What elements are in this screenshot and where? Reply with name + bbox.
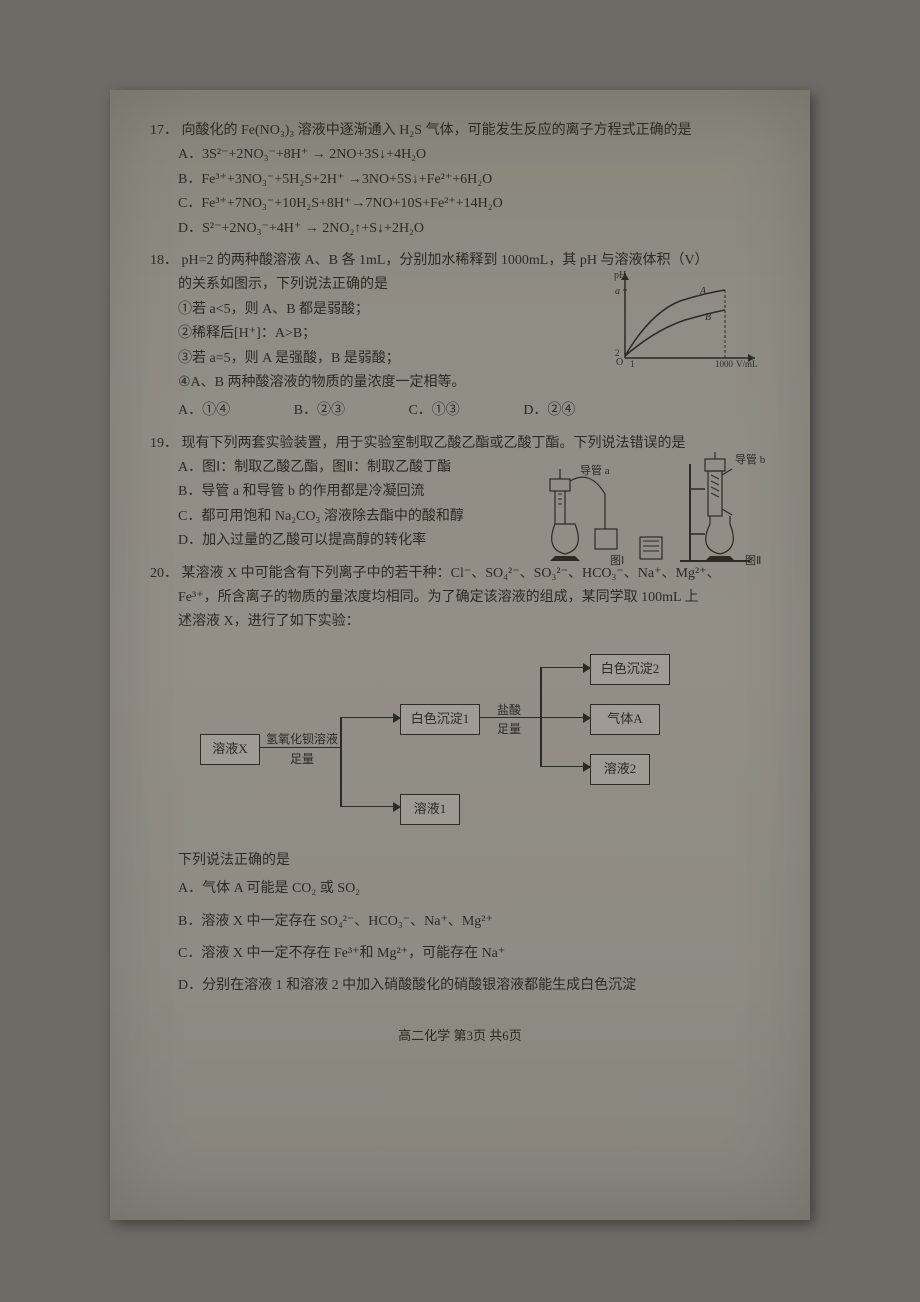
edge-x-label-bot: 足量	[262, 750, 342, 769]
q19-opt-c: C．都可用饱和 Na₂CO₃ 溶液除去酯中的酸和醇	[150, 506, 538, 528]
q20-opt-d: D．分别在溶液 1 和溶液 2 中加入硝酸酸化的硝酸银溶液都能生成白色沉淀	[150, 975, 770, 997]
edge-to-gas	[540, 717, 585, 719]
q20-opt-c: C．溶液 X 中一定不存在 Fe³⁺和 Mg²⁺，可能存在 Na⁺	[150, 943, 770, 965]
q20-opt-a: A．气体 A 可能是 CO₂ 或 SO₂	[150, 878, 770, 900]
q18-number: 18．	[150, 250, 178, 272]
edge-x-label-top: 氢氧化钡溶液	[262, 730, 342, 749]
node-precipitate-2: 白色沉淀2	[590, 654, 670, 685]
q20-opt-b: B．溶液 X 中一定存在 SO₄²⁻、HCO₃⁻、Na⁺、Mg²⁺	[150, 911, 770, 933]
node-solution-x: 溶液X	[200, 734, 260, 765]
arrow-to-s1	[393, 802, 401, 812]
edge-p1-label-top: 盐酸	[484, 701, 534, 720]
q19-number: 19．	[150, 433, 178, 455]
curve-a-label: A	[699, 286, 707, 297]
curve-b-label: B	[705, 312, 711, 323]
edge-p1-label-bot: 足量	[484, 720, 534, 739]
q19-opt-a: A．图Ⅰ：制取乙酸乙酯，图Ⅱ：制取乙酸丁酯	[150, 457, 538, 479]
q18-opt-c: C．①③	[408, 400, 459, 422]
q18-opt-d: D．②④	[523, 400, 575, 422]
edge-to-p1	[340, 717, 395, 719]
x-tick-1000: 1000	[715, 359, 734, 368]
tube-a-label: 导管 a	[580, 463, 610, 477]
exam-page: 17． 向酸化的 Fe(NO₃)₃ 溶液中逐渐通入 H₂S 气体，可能发生反应的…	[110, 90, 810, 1220]
y-axis-label: pH	[614, 270, 626, 281]
node-solution-1: 溶液1	[400, 794, 460, 825]
node-gas-a: 气体A	[590, 704, 660, 735]
detail-icon	[640, 537, 662, 559]
q19-opt-d: D．加入过量的乙酸可以提高醇的转化率	[150, 530, 538, 552]
tube-b-label: 导管 b	[735, 452, 766, 466]
q20-stem1: 某溶液 X 中可能含有下列离子中的若干种：Cl⁻、SO₄²⁻、SO₃²⁻、HCO…	[182, 563, 762, 585]
q17-opt-b: B．Fe³⁺+3NO₃⁻+5H₂S+2H⁺ →3NO+5S↓+Fe²⁺+6H₂O	[150, 169, 770, 191]
edge-to-s2	[540, 766, 585, 768]
a-label: a	[615, 286, 620, 297]
edge-split-v	[340, 717, 342, 807]
node-solution-2: 溶液2	[590, 754, 650, 785]
question-20: 20． 某溶液 X 中可能含有下列离子中的若干种：Cl⁻、SO₄²⁻、SO₃²⁻…	[150, 563, 770, 998]
question-18: 18． pH=2 的两种酸溶液 A、B 各 1mL，分别加水稀释到 1000mL…	[150, 250, 770, 423]
q17-opt-c: C．Fe³⁺+7NO₃⁻+10H₂S+8H⁺→7NO+10S+Fe²⁺+14H₂…	[150, 193, 770, 215]
apparatus-1: 导管 a 图Ⅰ	[550, 463, 624, 567]
q18-graph: pH O 1 1000 V/mL A B a 2	[610, 268, 760, 368]
question-17: 17． 向酸化的 Fe(NO₃)₃ 溶液中逐渐通入 H₂S 气体，可能发生反应的…	[150, 120, 770, 240]
q20-after: 下列说法正确的是	[150, 850, 770, 872]
q20-flowchart: 溶液X 白色沉淀1 溶液1 白色沉淀2 气体A 溶液2 氢氧化钡溶液 足量 盐酸…	[200, 644, 720, 844]
node-precipitate-1: 白色沉淀1	[400, 704, 480, 735]
x-tick-1: 1	[630, 359, 635, 368]
arrow-to-p1	[393, 713, 401, 723]
arrow-to-s2	[583, 762, 591, 772]
q20-number: 20．	[150, 563, 178, 585]
arrow-to-p2	[583, 663, 591, 673]
edge-to-p2	[540, 667, 585, 669]
apparatus-2: 导管 b 图Ⅱ	[680, 452, 766, 567]
q17-stem: 向酸化的 Fe(NO₃)₃ 溶液中逐渐通入 H₂S 气体，可能发生反应的离子方程…	[182, 120, 762, 142]
q18-opt-b: B．②③	[294, 400, 345, 422]
arrow-to-gas	[583, 713, 591, 723]
q19-apparatus: 导管 a 图Ⅰ	[540, 449, 780, 569]
page-footer: 高二化学 第3页 共6页	[150, 1026, 770, 1047]
x-axis-label: V/mL	[736, 359, 758, 368]
origin-label: O	[616, 357, 623, 368]
edge-to-s1	[340, 806, 395, 808]
q20-stem2: Fe³⁺，所含离子的物质的量浓度均相同。为了确定该溶液的组成，某同学取 100m…	[150, 587, 770, 609]
q18-options-row: A．①④ B．②③ C．①③ D．②④	[150, 400, 770, 422]
q19-opt-b: B．导管 a 和导管 b 的作用都是冷凝回流	[150, 481, 538, 503]
q17-opt-d: D．S²⁻+2NO₃⁻+4H⁺ → 2NO₂↑+S↓+2H₂O	[150, 218, 770, 240]
q17-number: 17．	[150, 120, 178, 142]
q17-opt-a: A．3S²⁻+2NO₃⁻+8H⁺ → 2NO+3S↓+4H₂O	[150, 144, 770, 166]
question-19: 19． 现有下列两套实验装置，用于实验室制取乙酸乙酯或乙酸丁酯。下列说法错误的是…	[150, 433, 770, 553]
q18-opt-a: A．①④	[178, 400, 230, 422]
q20-stem3: 述溶液 X，进行了如下实验：	[150, 611, 770, 633]
q18-s4: ④A、B 两种酸溶液的物质的量浓度一定相等。	[150, 372, 770, 394]
y-tick-2: 2	[615, 348, 620, 358]
